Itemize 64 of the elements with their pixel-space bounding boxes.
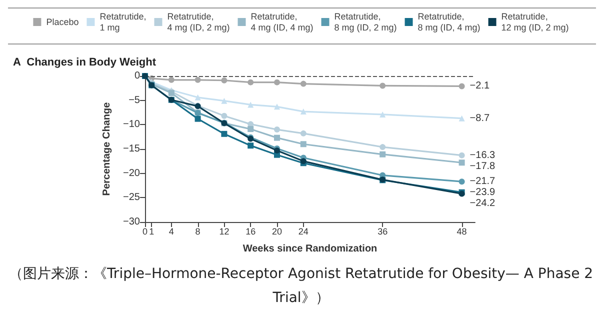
x-tick-label: 0 <box>142 226 148 236</box>
x-tick-label: 4 <box>168 226 174 236</box>
y-tick-label: −10 <box>123 119 140 130</box>
legend-label: Retatrutide, 1 mg <box>100 12 146 32</box>
y-tick-label: −15 <box>123 144 140 154</box>
point <box>248 126 254 132</box>
point <box>248 79 254 86</box>
legend-label: Placebo <box>46 17 79 27</box>
point <box>274 126 280 133</box>
point <box>274 134 280 141</box>
point <box>380 151 386 158</box>
data-label: −16.3 <box>470 150 496 161</box>
point <box>221 98 228 104</box>
data-label: −24.2 <box>470 198 496 210</box>
point <box>458 115 465 122</box>
legend-label: Retatrutide, 12 mg (ID, 2 mg) <box>501 12 569 32</box>
point <box>274 79 280 86</box>
point <box>300 141 306 148</box>
x-axis-title: Weeks since Randomization <box>242 244 378 254</box>
x-tick-label: 24 <box>298 226 308 236</box>
point <box>194 116 201 122</box>
y-tick-label: −20 <box>123 168 140 179</box>
chart-title: A Changes in Body Weight <box>13 56 156 68</box>
x-tick-label: 16 <box>246 226 256 236</box>
y-tick-label: 0 <box>134 70 140 82</box>
data-label: −2.1 <box>470 80 490 92</box>
x-tick-label: 8 <box>195 226 200 236</box>
legend-label: Retatrutide, 8 mg (ID, 2 mg) <box>334 12 397 32</box>
text: （图片来源：《Triple–Hormone-Receptor Agonist Retatrutide for Obesity— A Phase 2 Trial》） <box>8 265 594 308</box>
y-tick-label: −30 <box>123 216 140 228</box>
data-label: −23.9 <box>470 187 496 198</box>
point <box>194 76 201 83</box>
y-tick-label: −25 <box>123 192 140 204</box>
point <box>458 178 465 185</box>
point <box>194 94 201 100</box>
point <box>300 130 306 136</box>
point <box>274 104 280 110</box>
point <box>221 112 228 119</box>
data-label: −8.7 <box>470 112 490 124</box>
point <box>300 108 306 115</box>
x-tick-label: 36 <box>378 226 388 236</box>
point <box>221 77 228 84</box>
x-tick-label: 20 <box>272 226 282 236</box>
point <box>168 76 174 83</box>
x-tick-label: 48 <box>456 226 467 236</box>
point <box>458 160 465 166</box>
y-axis-title: Percentage Change <box>102 102 113 196</box>
point <box>458 83 465 90</box>
point <box>380 144 386 150</box>
point <box>248 142 254 149</box>
legend-label: Retatrutide, 4 mg (ID, 4 mg) <box>250 12 314 32</box>
legend-label: Retatrutide, 4 mg (ID, 2 mg) <box>167 12 230 32</box>
point <box>458 152 465 158</box>
point <box>248 102 254 108</box>
legend-label: Retatrutide, 8 mg (ID, 4 mg) <box>418 12 480 32</box>
data-label: −21.7 <box>470 176 496 188</box>
point <box>380 111 386 118</box>
point <box>221 130 228 137</box>
data-label: −17.8 <box>470 160 496 172</box>
x-tick-label: 12 <box>219 226 230 236</box>
x-tick-label: 1 <box>149 226 154 236</box>
point <box>300 80 306 87</box>
y-tick-label: −5 <box>128 94 140 106</box>
point <box>380 82 386 89</box>
